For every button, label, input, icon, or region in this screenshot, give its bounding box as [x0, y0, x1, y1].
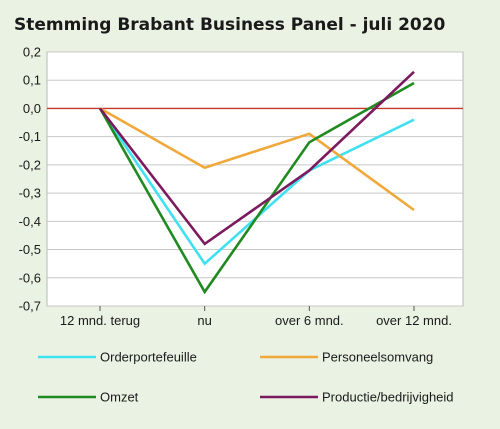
- y-tick-label: -0,5: [19, 242, 41, 257]
- y-tick-label: -0,7: [19, 299, 41, 314]
- y-tick-label: 0,1: [23, 73, 41, 88]
- x-tick-label: over 12 mnd.: [376, 313, 452, 328]
- series-lines: [98, 70, 415, 295]
- series-line-productie-bedrijvigheid: [98, 70, 415, 246]
- y-tick-label: -0,6: [19, 270, 41, 285]
- y-tick-label: -0,3: [19, 186, 41, 201]
- y-tick-label: -0,1: [19, 129, 41, 144]
- legend: Orderportefeuille Personeelsomvang Omzet Pr…: [38, 350, 454, 405]
- x-tick-label: nu: [197, 313, 211, 328]
- legend-label: Omzet: [100, 390, 139, 405]
- x-tick-label: 12 mnd. terug: [60, 313, 140, 328]
- y-axis: 0,2 0,1 0,0 -0,1 -0,2 -0,3 -0,4 -0,5 -0,6 -0,7: [19, 45, 41, 314]
- legend-label: Orderportefeuille: [100, 350, 197, 365]
- y-tick-label: -0,4: [19, 214, 41, 229]
- series-line-personeelsomvang: [99, 107, 415, 212]
- series-line-omzet: [98, 81, 415, 295]
- x-tick-label: over 6 mnd.: [275, 313, 344, 328]
- y-tick-label: -0,2: [19, 157, 41, 172]
- x-axis: 12 mnd. terug nu over 6 mnd. over 12 mnd.: [60, 306, 452, 328]
- legend-label: Personeelsomvang: [322, 350, 433, 365]
- chart-title: Stemming Brabant Business Panel - juli 2…: [14, 15, 446, 35]
- y-tick-label: 0,2: [23, 45, 41, 60]
- y-tick-label: 0,0: [23, 101, 41, 116]
- legend-label: Productie/bedrijvigheid: [322, 390, 454, 405]
